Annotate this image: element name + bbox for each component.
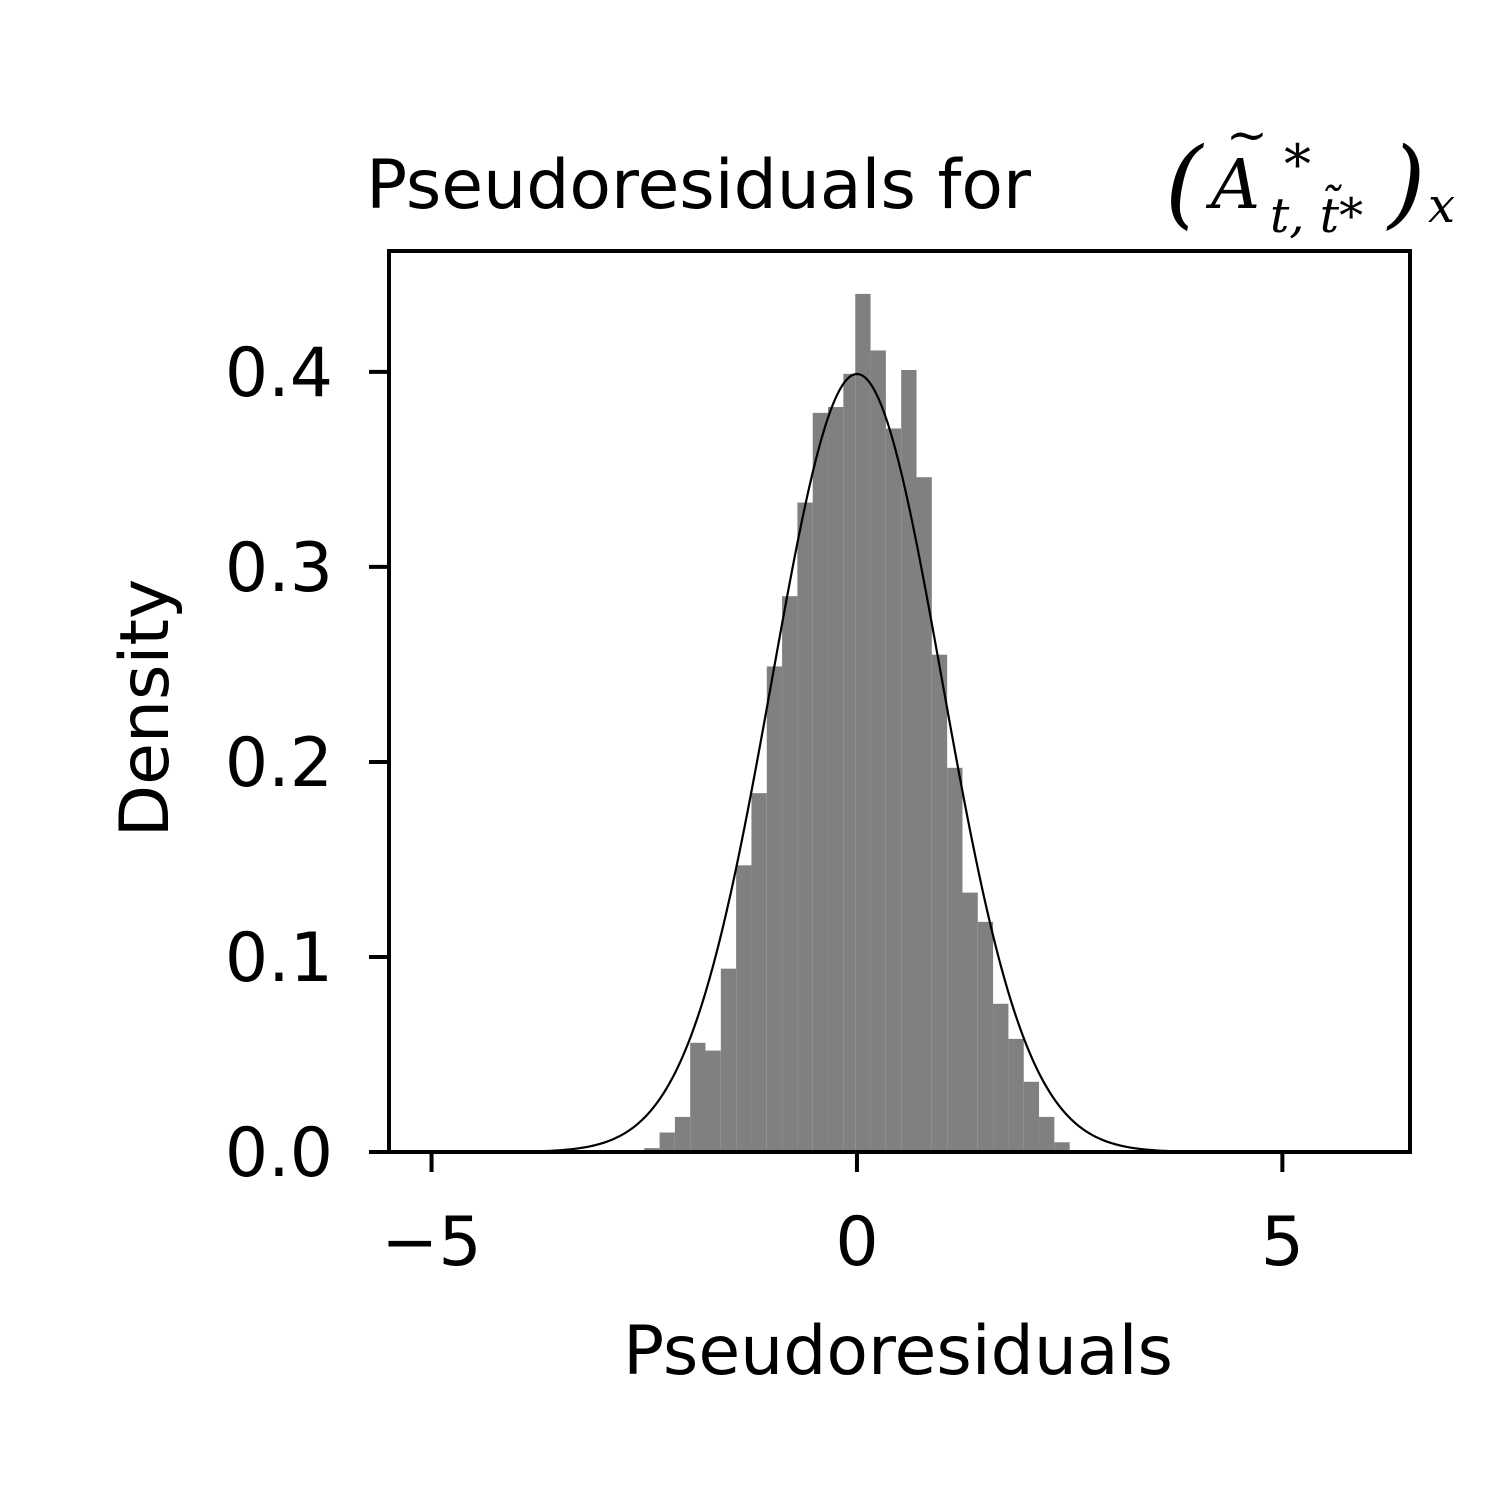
axes: −5 0 5 0.0 0.1 0.2 0.3 0.4: [225, 249, 1412, 1282]
histogram-bar: [828, 407, 844, 1152]
title-left-paren: (: [1165, 127, 1205, 239]
title-math-tilde: ~: [1226, 106, 1268, 164]
x-tick-label: 0: [835, 1203, 878, 1282]
histogram-bar: [797, 502, 813, 1153]
histogram-bar: [782, 596, 798, 1152]
histogram-bar: [870, 350, 886, 1153]
title-math-superscript: *: [1284, 133, 1311, 196]
title-right-paren: ): [1386, 127, 1425, 239]
y-tick-label: 0.4: [225, 334, 333, 413]
histogram-bar: [1054, 1142, 1070, 1152]
histogram-bar: [1039, 1116, 1055, 1152]
title-outer-subscript: x: [1428, 178, 1455, 234]
title-math-subscript: t, t̃*: [1270, 184, 1363, 244]
histogram-bar: [977, 921, 994, 1152]
title-math-symbol: A: [1205, 146, 1260, 225]
histogram-bar: [901, 369, 917, 1153]
y-tick-label: 0.1: [225, 919, 333, 998]
histogram-bar: [947, 767, 963, 1152]
plot-frame: [387, 249, 1412, 1154]
histogram-bar: [1008, 1038, 1024, 1152]
histogram-bar: [812, 412, 829, 1152]
histogram-bar: [674, 1116, 691, 1152]
y-tick-label: 0.2: [225, 724, 333, 803]
chart-title: Pseudoresiduals for: [366, 146, 1031, 225]
histogram-bar: [962, 892, 978, 1152]
chart-title-math: (A~ *t, t̃*) x: [1165, 106, 1455, 244]
histogram-bar: [1023, 1081, 1040, 1152]
y-tick-label: 0.0: [225, 1114, 333, 1193]
histogram-bar: [659, 1132, 675, 1152]
histogram-bar: [720, 968, 737, 1152]
x-axis-label: Pseudoresiduals: [623, 1312, 1173, 1391]
x-tick-label: −5: [381, 1203, 481, 1282]
histogram-bar: [855, 293, 871, 1152]
histogram-bar: [766, 666, 783, 1152]
histogram-bar: [993, 1003, 1009, 1152]
histogram-bar: [690, 1042, 706, 1152]
histogram-bar: [705, 1050, 721, 1152]
histogram-bar: [916, 477, 932, 1153]
x-tick-label: 5: [1261, 1203, 1304, 1282]
histogram-bar: [736, 865, 752, 1152]
histogram-bar: [885, 428, 902, 1153]
histogram-bar: [931, 654, 948, 1152]
y-tick-label: 0.3: [225, 529, 333, 608]
y-axis-label: Density: [106, 579, 185, 838]
plot-area: [389, 293, 1410, 1154]
histogram-bar: [843, 373, 856, 1152]
histogram-bar: [751, 793, 767, 1152]
